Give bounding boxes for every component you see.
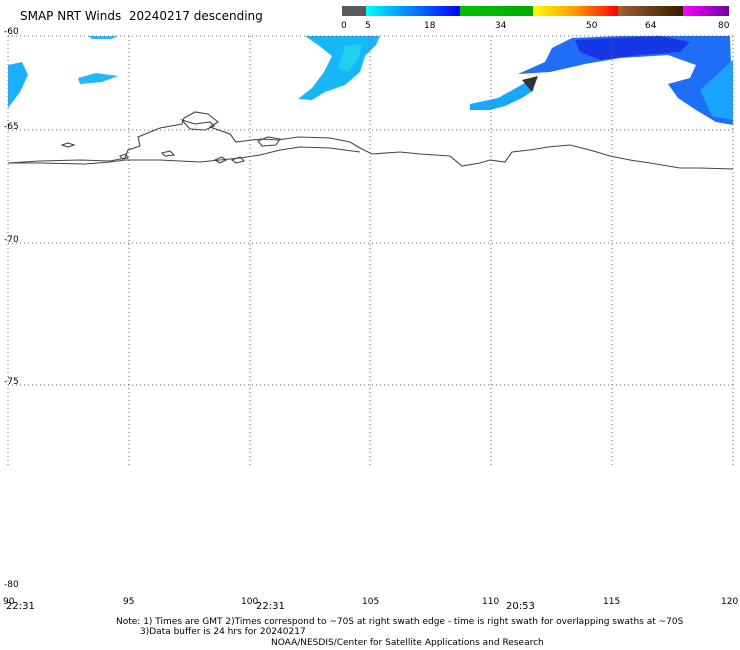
swath-time: 22:31 <box>6 601 35 612</box>
credit-line: NOAA/NESDIS/Center for Satellite Applica… <box>271 638 544 648</box>
swath-right-main <box>518 36 733 125</box>
colorbar-tick: 64 <box>645 21 657 31</box>
lon-label: 105 <box>362 597 380 607</box>
lat-label: -65 <box>4 122 19 132</box>
cb-seg-0 <box>342 6 366 16</box>
lon-label: 115 <box>603 597 621 607</box>
colorbar-tick: 80 <box>718 21 730 31</box>
colorbar-tick: 5 <box>365 21 371 31</box>
wind-speed-colorbar <box>342 6 729 16</box>
colorbar-tick: 18 <box>424 21 436 31</box>
coastline <box>7 111 734 170</box>
lat-label: -75 <box>4 377 19 387</box>
cb-seg-1 <box>366 6 396 16</box>
colorbar-tick: 0 <box>341 21 347 31</box>
swath-time: 22:31 <box>256 601 285 612</box>
swath-small-patch <box>78 73 118 84</box>
swath-right-edge-light <box>700 60 733 120</box>
swath-dark-wedge <box>522 76 538 92</box>
graticule <box>7 35 734 466</box>
lon-label: 120 <box>721 597 739 607</box>
chart-title: SMAP NRT Winds 20240217 descending <box>20 9 263 23</box>
swath-right-arm <box>470 80 534 110</box>
swath-left-edge <box>8 62 28 108</box>
lat-label: -60 <box>4 27 19 37</box>
lon-label: 110 <box>482 597 500 607</box>
lon-label: 90 <box>3 597 15 607</box>
note-line-2: 3)Data buffer is 24 hrs for 20240217 <box>140 627 306 637</box>
colorbar-tick: 50 <box>586 21 598 31</box>
cb-seg-2 <box>396 6 460 16</box>
colorbar-tick: 34 <box>495 21 507 31</box>
wind-swaths <box>8 36 733 125</box>
lat-label: -70 <box>4 235 19 245</box>
note-line-1: Note: 1) Times are GMT 2)Times correspon… <box>116 617 684 627</box>
lon-label: 95 <box>123 597 135 607</box>
cb-seg-6 <box>683 6 729 16</box>
swath-time: 20:53 <box>506 601 535 612</box>
swath-top-left <box>88 36 118 39</box>
lon-label: 100 <box>241 597 259 607</box>
swath-center-core <box>338 44 362 72</box>
cb-seg-3 <box>460 6 533 16</box>
swath-right-dark <box>575 36 690 60</box>
cb-seg-5 <box>618 6 683 16</box>
cb-seg-4 <box>533 6 618 16</box>
lat-label: -80 <box>4 580 19 590</box>
